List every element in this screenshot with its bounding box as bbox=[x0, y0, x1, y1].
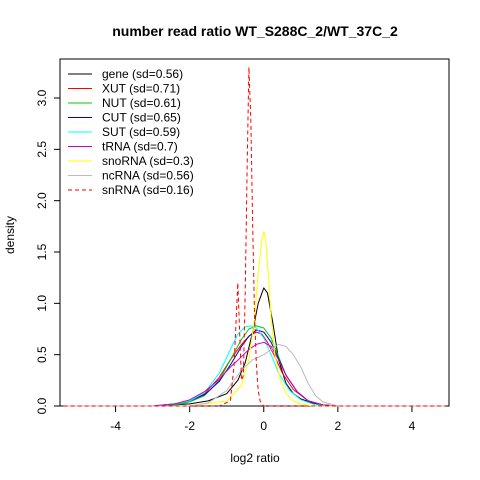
series-line-6 bbox=[63, 231, 446, 407]
y-tick-label: 1.0 bbox=[35, 295, 49, 312]
legend-entry: snoRNA (sd=0.3) bbox=[102, 154, 194, 168]
legend-entry: gene (sd=0.56) bbox=[102, 67, 183, 81]
legend: gene (sd=0.56)XUT (sd=0.71)NUT (sd=0.61)… bbox=[68, 67, 194, 197]
legend-entry: tRNA (sd=0.7) bbox=[102, 140, 178, 154]
series-line-8 bbox=[63, 66, 446, 407]
axes: -4 -2 0 2 4 0.0 0.5 1.0 1.5 2.0 2.5 3.0 bbox=[35, 58, 450, 433]
x-tick-label: 2 bbox=[335, 419, 342, 433]
x-tick-label: -2 bbox=[184, 419, 195, 433]
y-tick-label: 0.0 bbox=[35, 397, 49, 414]
y-tick-label: 1.5 bbox=[35, 243, 49, 260]
legend-entry: CUT (sd=0.65) bbox=[102, 111, 181, 125]
legend-entry: XUT (sd=0.71) bbox=[102, 82, 180, 96]
y-tick-label: 2.5 bbox=[35, 141, 49, 158]
legend-entry: NUT (sd=0.61) bbox=[102, 96, 181, 110]
chart-title: number read ratio WT_S288C_2/WT_37C_2 bbox=[112, 23, 398, 39]
plot-frame bbox=[59, 58, 450, 407]
y-axis-label: density bbox=[3, 216, 17, 254]
y-tick-label: 2.0 bbox=[35, 192, 49, 209]
series-line-5 bbox=[63, 341, 446, 407]
series-lines bbox=[63, 66, 446, 407]
x-axis-label: log2 ratio bbox=[230, 451, 280, 465]
x-tick-label: 4 bbox=[409, 419, 416, 433]
series-line-7 bbox=[63, 343, 446, 407]
legend-entry: SUT (sd=0.59) bbox=[102, 125, 180, 139]
legend-entry: ncRNA (sd=0.56) bbox=[102, 169, 194, 183]
y-tick-label: 3.0 bbox=[35, 89, 49, 106]
y-tick-label: 0.5 bbox=[35, 346, 49, 363]
legend-entry: snRNA (sd=0.16) bbox=[102, 183, 194, 197]
x-tick-label: 0 bbox=[260, 419, 267, 433]
x-tick-label: -4 bbox=[110, 419, 121, 433]
